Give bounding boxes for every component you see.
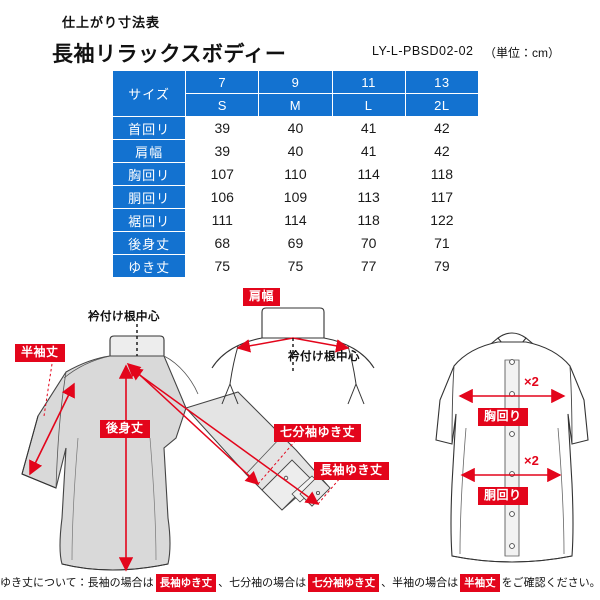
footer-chip-three-quarter: 七分袖ゆき丈 xyxy=(308,574,380,592)
measure-cell: 42 xyxy=(404,116,480,140)
measure-cell: 77 xyxy=(331,254,406,278)
table-row: 胴回リ 106 109 113 117 xyxy=(111,185,480,209)
long-sleeve-leader xyxy=(317,463,353,505)
label-three-quarter-sleeve: 七分袖ゆき丈 xyxy=(274,424,362,442)
measure-cell: 75 xyxy=(185,254,260,278)
chest-multiplier: ×2 xyxy=(524,374,539,389)
intl-size-cell: 2L xyxy=(404,93,480,117)
shirt-back-illustration xyxy=(21,335,331,571)
jp-size-cell: 7 xyxy=(185,70,260,94)
label-collar-center-left: 衿付け根中心 xyxy=(88,311,160,323)
measure-cell: 69 xyxy=(258,231,333,255)
table-row: ゆき丈 75 75 77 79 xyxy=(111,254,480,278)
measure-cell: 68 xyxy=(185,231,260,255)
table-row: 裾回リ 111 114 118 122 xyxy=(111,208,480,232)
shirt-front-illustration xyxy=(435,332,589,563)
footer-suffix: をご確認ください。 xyxy=(501,577,600,589)
measure-cell: 42 xyxy=(404,139,480,163)
table-row: 胸回リ 107 110 114 118 xyxy=(111,162,480,186)
diagram-svg xyxy=(21,307,589,572)
row-label: ゆき丈 xyxy=(111,254,187,278)
intl-size-cell: S xyxy=(185,93,260,117)
measure-cell: 114 xyxy=(331,162,406,186)
half-sleeve-arrow xyxy=(29,382,75,476)
measure-cell: 113 xyxy=(331,185,406,209)
measure-cell: 41 xyxy=(331,116,406,140)
unit-note: （単位：cm） xyxy=(484,46,560,60)
footer-chip-long-sleeve: 長袖ゆき丈 xyxy=(155,574,217,592)
measure-cell: 107 xyxy=(185,162,260,186)
footer-mid-2: 、半袖の場合は xyxy=(381,577,459,589)
measure-cell: 75 xyxy=(258,254,333,278)
jp-size-cell: 13 xyxy=(404,70,480,94)
measure-cell: 117 xyxy=(404,185,480,209)
row-label: 胴回リ xyxy=(111,185,187,209)
footer-mid-1: 、七分袖の場合は xyxy=(218,577,307,589)
measure-cell: 41 xyxy=(331,139,406,163)
jp-size-cell: 9 xyxy=(258,70,333,94)
footer-note: ゆき丈について：長袖の場合は 長袖ゆき丈 、七分袖の場合は 七分袖ゆき丈 、半袖の場合は… xyxy=(0,574,600,592)
measure-cell: 71 xyxy=(404,231,480,255)
row-label: 裾回リ xyxy=(111,208,187,232)
page-title: 長袖リラックスボディー xyxy=(52,43,287,66)
measure-cell: 70 xyxy=(331,231,406,255)
footer-prefix: ゆき丈について：長袖の場合は xyxy=(0,577,154,589)
size-table: サイズ 7 9 11 13 S M L 2L 首回リ 39 40 41 xyxy=(111,70,480,278)
jp-size-cell: 11 xyxy=(331,70,406,94)
label-back-length: 後身丈 xyxy=(100,420,150,438)
table-row: 後身丈 68 69 70 71 xyxy=(111,231,480,255)
label-shoulder-width: 肩幅 xyxy=(243,288,281,306)
measure-cell: 109 xyxy=(258,185,333,209)
measure-cell: 111 xyxy=(185,208,260,232)
measure-cell: 114 xyxy=(258,208,333,232)
footer-chip-half-sleeve: 半袖丈 xyxy=(460,574,500,592)
label-waist: 胴回り xyxy=(478,487,528,505)
row-label: 胸回リ xyxy=(111,162,187,186)
measure-cell: 79 xyxy=(404,254,480,278)
measure-cell: 118 xyxy=(331,208,406,232)
measure-cell: 39 xyxy=(185,139,260,163)
table-header-row-jp: サイズ 7 9 11 13 xyxy=(111,70,480,117)
intl-size-cell: M xyxy=(258,93,333,117)
measure-cell: 122 xyxy=(404,208,480,232)
measure-cell: 110 xyxy=(258,162,333,186)
size-table-wrapper: サイズ 7 9 11 13 S M L 2L 首回リ 39 40 41 xyxy=(111,70,480,278)
row-label: 後身丈 xyxy=(111,231,187,255)
long-sleeve-arrow xyxy=(128,367,320,505)
measure-cell: 118 xyxy=(404,162,480,186)
waist-multiplier: ×2 xyxy=(524,453,539,468)
label-chest: 胸回り xyxy=(478,408,528,426)
table-row: 首回リ 39 40 41 42 xyxy=(111,116,480,140)
row-label: 首回リ xyxy=(111,116,187,140)
page-eyebrow: 仕上がり寸法表 xyxy=(62,15,161,30)
measurement-diagram: 半袖丈 衿付け根中心 肩幅 衿付け根中心 後身丈 七分袖ゆき丈 長袖ゆき丈 ×2… xyxy=(0,288,600,572)
half-sleeve-leader xyxy=(43,363,53,417)
product-code: LY-L-PBSD02-02 xyxy=(372,44,474,58)
measure-cell: 40 xyxy=(258,139,333,163)
measure-cell: 106 xyxy=(185,185,260,209)
table-row: 肩幅 39 40 41 42 xyxy=(111,139,480,163)
measure-cell: 39 xyxy=(185,116,260,140)
label-half-sleeve: 半袖丈 xyxy=(15,344,65,362)
row-label: 肩幅 xyxy=(111,139,187,163)
label-long-sleeve: 長袖ゆき丈 xyxy=(314,462,389,480)
label-collar-center-mid: 衿付け根中心 xyxy=(288,351,360,363)
intl-size-cell: L xyxy=(331,93,406,117)
table-header-row-intl: S M L 2L xyxy=(113,93,480,117)
shoulder-detail-illustration xyxy=(211,307,375,405)
measure-cell: 40 xyxy=(258,116,333,140)
size-header-cell: サイズ xyxy=(111,70,187,117)
